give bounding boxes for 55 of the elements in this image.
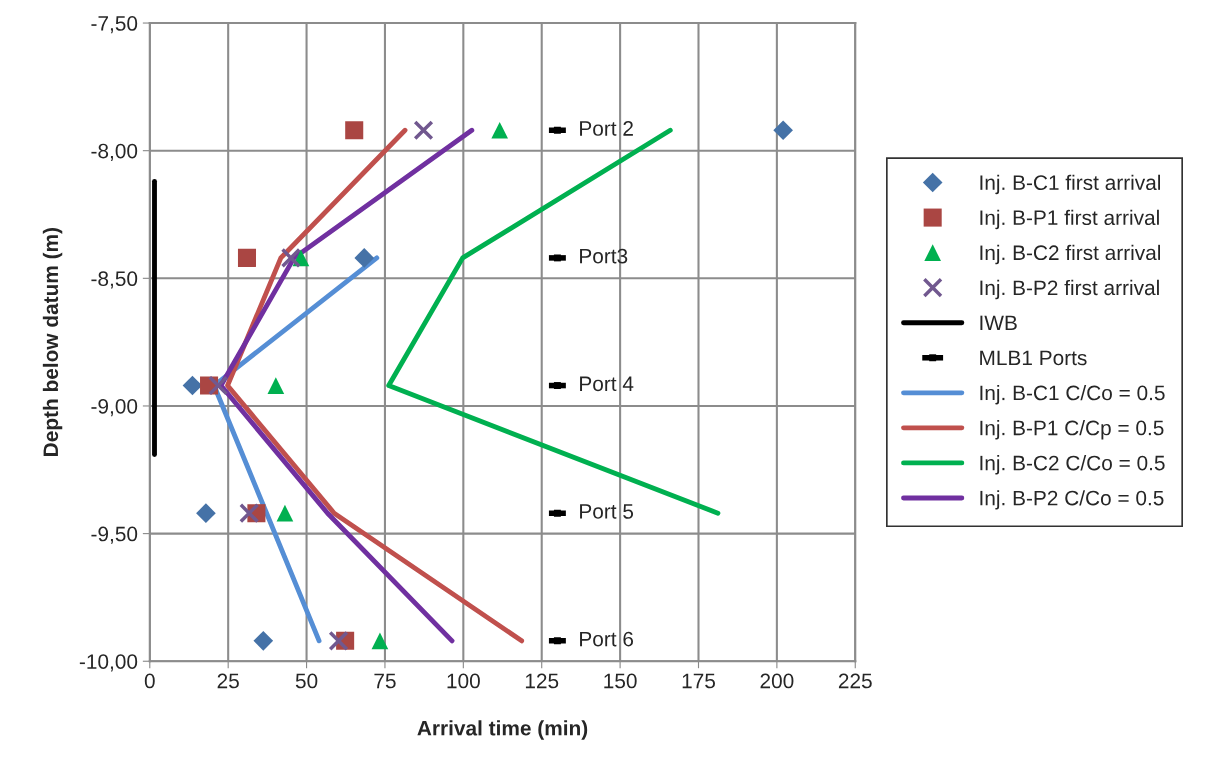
x-tick-label: 25 [217, 673, 239, 689]
legend-label: IWB [980, 315, 1017, 331]
annotation: Port 5 [580, 504, 634, 519]
x-tick-label: 200 [760, 673, 794, 689]
y-tick-label: -8,00 [91, 143, 138, 161]
point [553, 637, 561, 645]
legend-label: Inj. B-C1 first arrival [980, 174, 1161, 195]
legend-label: Inj. B-C2 first arrival [980, 244, 1161, 265]
legend-label: Inj. B-P1 C/Cp = 0.5 [980, 420, 1164, 440]
y-tick-label: -9,50 [91, 526, 138, 544]
point [553, 126, 561, 134]
annotation: Port3 [580, 248, 628, 264]
point [553, 382, 561, 390]
point [280, 247, 301, 268]
point [553, 509, 561, 517]
point [208, 375, 229, 396]
legend-label: Inj. B-P2 first arrival [980, 279, 1159, 300]
x-tick-label: 125 [525, 673, 559, 689]
legend-label: Inj. B-P2 C/Co = 0.5 [980, 490, 1164, 510]
legend-label: Inj. B-P1 first arrival [980, 209, 1159, 230]
point [267, 377, 285, 394]
legend-label: Inj. B-C2 C/Co = 0.5 [980, 455, 1165, 475]
point [328, 630, 349, 651]
x-tick-label: 50 [295, 673, 318, 689]
x-tick-label: 175 [682, 673, 715, 689]
line-series [225, 127, 525, 644]
y-tick-label: -7,50 [91, 16, 138, 34]
point [182, 375, 203, 396]
point [371, 632, 389, 650]
legend-label: MLB1 Ports [980, 350, 1087, 366]
point [237, 248, 257, 267]
point [276, 504, 294, 522]
point [253, 631, 274, 651]
x-tick-label: 0 [144, 673, 155, 689]
x-axis-title: Arrival time (min) [417, 720, 588, 740]
point [354, 248, 375, 268]
y-tick-label: -9,00 [91, 398, 138, 417]
annotation: Port 6 [580, 631, 634, 647]
point [345, 121, 364, 140]
annotation: Port 2 [580, 121, 633, 136]
y-tick-label: -8,50 [91, 271, 138, 289]
legend-label: Inj. B-C1 C/Co = 0.5 [980, 385, 1165, 405]
y-tick-label: -10,00 [79, 654, 138, 672]
x-tick-label: 225 [838, 673, 872, 689]
point [773, 120, 793, 141]
point [553, 254, 561, 262]
x-tick-label: 100 [447, 673, 480, 689]
x-tick-label: 75 [374, 673, 396, 689]
point [491, 121, 509, 139]
annotation: Port 4 [580, 376, 634, 392]
y-axis-title: Depth below datum (m) [42, 228, 63, 456]
point [196, 503, 216, 523]
point [239, 503, 260, 524]
point [413, 120, 434, 141]
x-tick-label: 150 [604, 673, 637, 689]
